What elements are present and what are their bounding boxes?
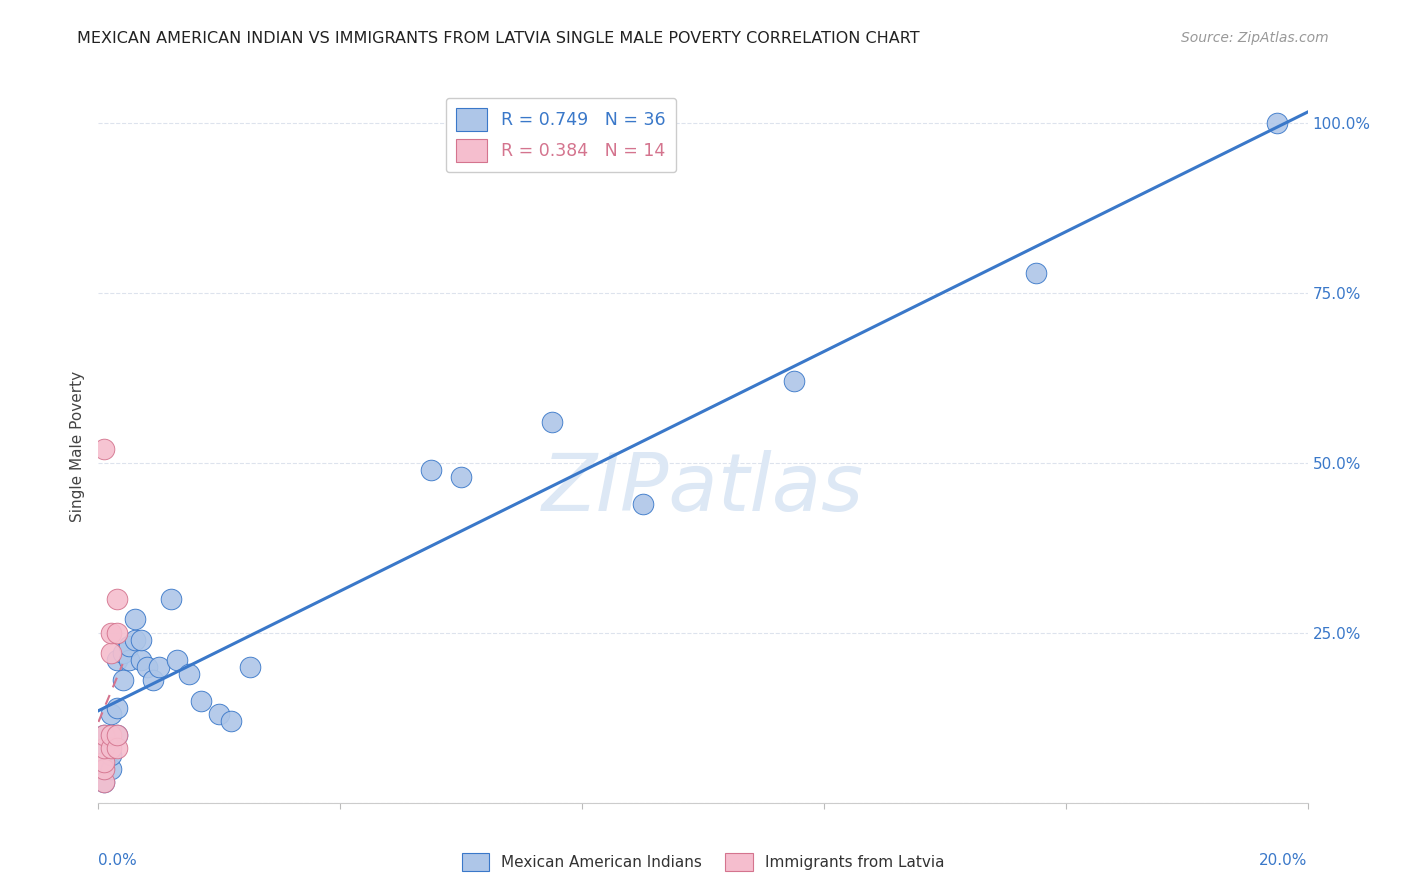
Point bbox=[179, 666, 201, 681]
Point bbox=[105, 728, 128, 742]
Text: 20.0%: 20.0% bbox=[1260, 853, 1308, 868]
Point bbox=[142, 673, 165, 688]
Point bbox=[100, 748, 122, 763]
Point bbox=[93, 741, 115, 756]
Point bbox=[105, 741, 128, 756]
Point bbox=[631, 497, 654, 511]
Point bbox=[93, 762, 115, 776]
Point bbox=[105, 626, 128, 640]
Point bbox=[239, 660, 262, 674]
Point bbox=[100, 646, 122, 660]
Point bbox=[111, 673, 134, 688]
Point bbox=[118, 653, 141, 667]
Legend: Mexican American Indians, Immigrants from Latvia: Mexican American Indians, Immigrants fro… bbox=[456, 847, 950, 877]
Point bbox=[124, 632, 146, 647]
Point bbox=[190, 694, 212, 708]
Point bbox=[105, 653, 128, 667]
Point bbox=[93, 442, 115, 457]
Point bbox=[93, 728, 115, 742]
Point bbox=[129, 653, 152, 667]
Point bbox=[93, 775, 115, 789]
Point bbox=[783, 375, 806, 389]
Point bbox=[221, 714, 243, 729]
Point bbox=[1024, 266, 1046, 280]
Point bbox=[105, 728, 128, 742]
Point bbox=[93, 741, 115, 756]
Point bbox=[208, 707, 231, 722]
Point bbox=[100, 728, 122, 742]
Text: 0.0%: 0.0% bbox=[98, 853, 138, 868]
Point bbox=[160, 591, 183, 606]
Point bbox=[93, 755, 115, 769]
Point bbox=[93, 775, 115, 789]
Point bbox=[100, 707, 122, 722]
Point bbox=[129, 632, 152, 647]
Text: Source: ZipAtlas.com: Source: ZipAtlas.com bbox=[1181, 31, 1329, 45]
Text: ZIPatlas: ZIPatlas bbox=[541, 450, 865, 528]
Point bbox=[100, 741, 122, 756]
Legend: R = 0.749   N = 36, R = 0.384   N = 14: R = 0.749 N = 36, R = 0.384 N = 14 bbox=[446, 98, 676, 172]
Point bbox=[118, 640, 141, 654]
Point bbox=[540, 415, 562, 429]
Point bbox=[1267, 116, 1289, 130]
Point bbox=[166, 653, 188, 667]
Point bbox=[100, 626, 122, 640]
Point bbox=[450, 469, 472, 483]
Point bbox=[93, 762, 115, 776]
Point bbox=[111, 646, 134, 660]
Point bbox=[135, 660, 157, 674]
Y-axis label: Single Male Poverty: Single Male Poverty bbox=[70, 370, 86, 522]
Point bbox=[420, 463, 443, 477]
Point bbox=[105, 591, 128, 606]
Point bbox=[100, 728, 122, 742]
Point bbox=[100, 762, 122, 776]
Point bbox=[124, 612, 146, 626]
Text: MEXICAN AMERICAN INDIAN VS IMMIGRANTS FROM LATVIA SINGLE MALE POVERTY CORRELATIO: MEXICAN AMERICAN INDIAN VS IMMIGRANTS FR… bbox=[77, 31, 920, 46]
Point bbox=[148, 660, 170, 674]
Point bbox=[105, 700, 128, 714]
Point bbox=[93, 728, 115, 742]
